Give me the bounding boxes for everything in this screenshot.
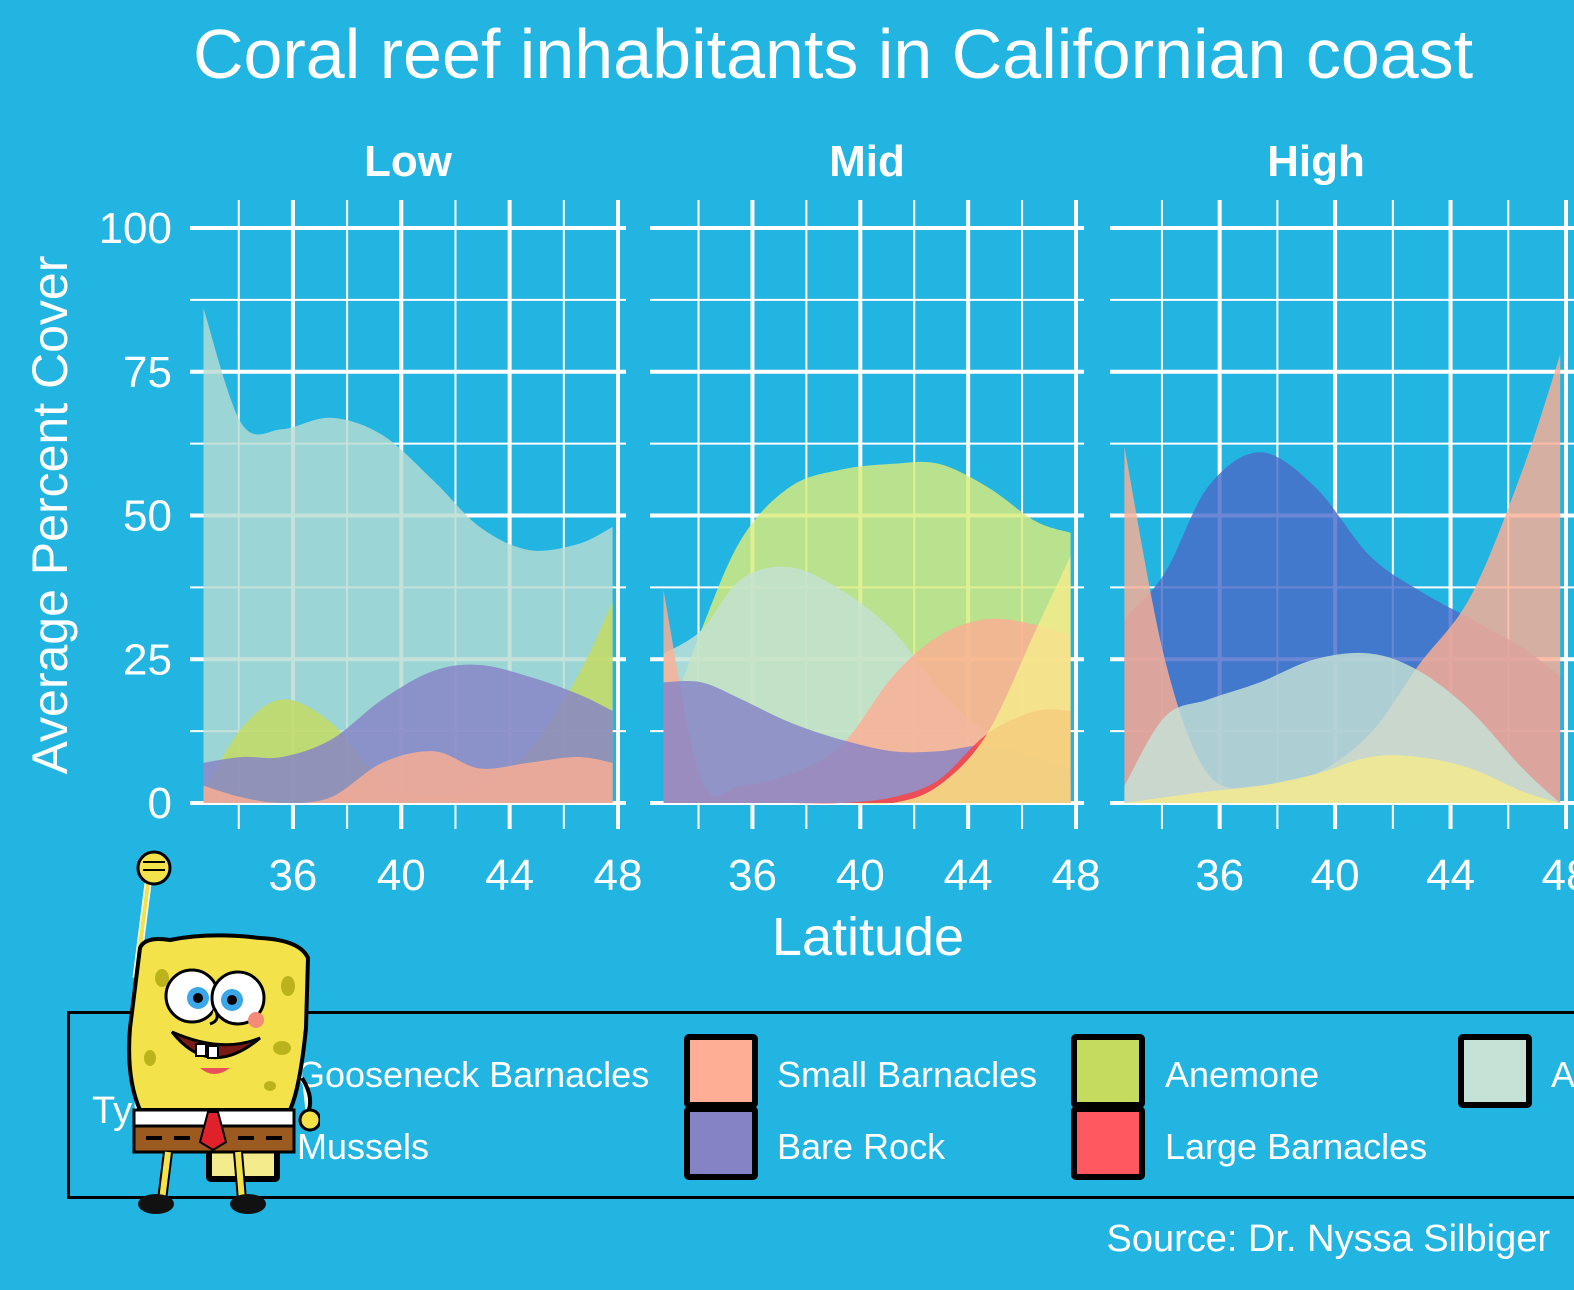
area-mussels bbox=[1124, 755, 1561, 803]
legend-label-small-barnacles: Small Barnacles bbox=[777, 1054, 1038, 1095]
area-small-barnacles bbox=[203, 751, 613, 804]
x-tick-label: 48 bbox=[1052, 851, 1101, 900]
area-layer bbox=[1124, 354, 1561, 803]
legend-label-gooseneck-barnacles: Gooseneck Barnacles bbox=[297, 1054, 650, 1095]
facet-label: Mid bbox=[829, 137, 905, 186]
legend-key-small-barnacles bbox=[684, 1034, 758, 1108]
y-tick-label: 25 bbox=[123, 635, 172, 684]
x-tick-label: 44 bbox=[485, 851, 534, 900]
area-layer bbox=[663, 461, 1071, 805]
legend-label-mussels: Mussels bbox=[297, 1126, 430, 1167]
facet-panels: Low 36 40 44 48 Mid 36 40 44 48 High 36 40 44 48 bbox=[190, 137, 1574, 900]
x-tick-label: 44 bbox=[1426, 851, 1475, 900]
legend-key-large-barnacles bbox=[1071, 1106, 1145, 1180]
legend-key-algae bbox=[1458, 1034, 1532, 1108]
x-tick-label: 36 bbox=[268, 851, 317, 900]
chart-title: Coral reef inhabitants in Californian co… bbox=[193, 15, 1474, 93]
area-small-barnacles bbox=[1124, 354, 1561, 803]
x-tick-label: 44 bbox=[944, 851, 993, 900]
legend-label-anemone: Anemone bbox=[1165, 1054, 1320, 1095]
legend-label-large-barnacles: Large Barnacles bbox=[1165, 1126, 1428, 1167]
y-tick-label: 75 bbox=[123, 348, 172, 397]
y-axis-title: Average Percent Cover bbox=[22, 256, 78, 775]
x-tick-label: 40 bbox=[836, 851, 885, 900]
y-tick-label: 100 bbox=[99, 204, 172, 253]
facet-label: Low bbox=[364, 137, 453, 186]
sponge-mascot-icon bbox=[127, 850, 320, 1214]
legend-label-algae: Algae bbox=[1551, 1054, 1574, 1095]
x-tick-label: 40 bbox=[377, 851, 426, 900]
facet-panel-mid: Mid 36 40 44 48 bbox=[650, 137, 1100, 900]
legend bbox=[67, 1011, 1574, 1199]
source-caption: Source: Dr. Nyssa Silbiger bbox=[1106, 1218, 1551, 1260]
y-tick-label: 50 bbox=[123, 492, 172, 541]
x-tick-label: 48 bbox=[594, 851, 643, 900]
x-tick-label: 36 bbox=[1195, 851, 1244, 900]
legend-key-bare-rock bbox=[684, 1106, 758, 1180]
x-tick-label: 48 bbox=[1542, 851, 1574, 900]
facet-label: High bbox=[1267, 137, 1365, 186]
facet-panel-high: High 36 40 44 48 bbox=[1110, 137, 1574, 900]
y-axis: 0 25 50 75 100 bbox=[99, 204, 172, 828]
area-layer bbox=[203, 308, 613, 804]
x-tick-label: 36 bbox=[728, 851, 777, 900]
area-gooseneck-barnacles bbox=[663, 555, 1071, 805]
legend-label-bare-rock: Bare Rock bbox=[777, 1126, 946, 1167]
x-axis-title: Latitude bbox=[772, 907, 964, 967]
y-tick-label: 0 bbox=[148, 779, 172, 828]
legend-key-anemone bbox=[1071, 1034, 1145, 1108]
x-tick-label: 40 bbox=[1311, 851, 1360, 900]
facet-panel-low: Low 36 40 44 48 bbox=[190, 137, 642, 900]
